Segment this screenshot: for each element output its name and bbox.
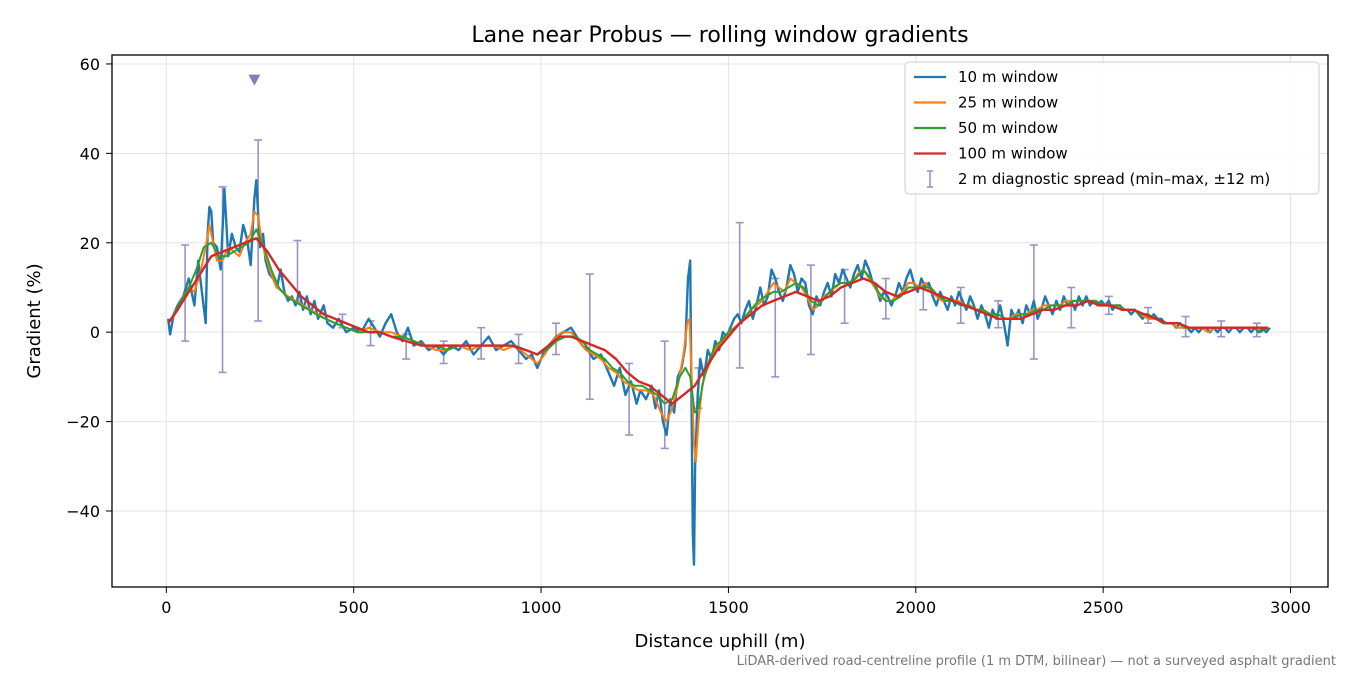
legend: 10 m window 25 m window 50 m window 100 m w… (904, 61, 1320, 195)
y-axis-ticks: −40 −20 0 20 40 60 (66, 55, 112, 521)
chart-title: Lane near Probus — rolling window gradie… (471, 23, 968, 48)
x-axis-ticks: 0 500 1000 1500 2000 2500 3000 (161, 587, 1311, 617)
legend-label: 2 m diagnostic spread (min–max, ±12 m) (958, 170, 1270, 188)
x-tick-label: 1000 (521, 598, 562, 617)
y-tick-label: −40 (66, 502, 100, 521)
legend-label: 10 m window (958, 68, 1058, 86)
series-line (167, 237, 1268, 405)
series-line (167, 179, 1271, 566)
series-lines (167, 179, 1271, 566)
legend-box (904, 61, 1320, 195)
legend-label: 100 m window (958, 145, 1068, 163)
x-tick-label: 1500 (708, 598, 749, 617)
y-tick-label: 40 (80, 144, 100, 163)
plot-frame (111, 54, 1329, 588)
legend-label: 50 m window (958, 119, 1058, 137)
footnote: LiDAR-derived road-centreline profile (1… (737, 654, 1336, 669)
x-tick-label: 2500 (1083, 598, 1124, 617)
series-line (167, 228, 1269, 414)
y-tick-label: 0 (90, 323, 100, 342)
x-axis-label: Distance uphill (m) (635, 631, 806, 652)
y-axis-label: Gradient (%) (24, 263, 45, 378)
y-tick-label: 20 (80, 234, 100, 253)
x-tick-label: 3000 (1270, 598, 1311, 617)
clipped-markers (248, 74, 261, 86)
y-tick-label: 60 (80, 55, 100, 74)
x-tick-label: 2000 (895, 598, 936, 617)
x-tick-label: 500 (338, 598, 369, 617)
clipped-value-marker (248, 74, 261, 86)
legend-label: 25 m window (958, 94, 1058, 112)
y-tick-label: −20 (66, 413, 100, 432)
x-tick-label: 0 (161, 598, 171, 617)
